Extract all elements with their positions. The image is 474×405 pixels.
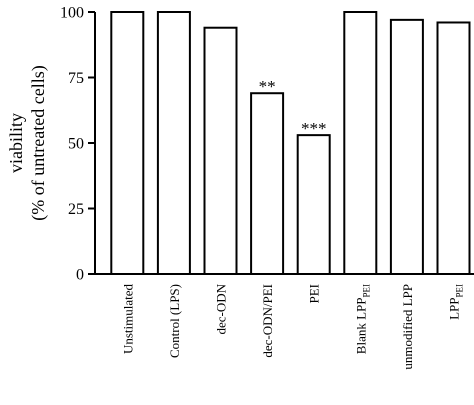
bar: [203, 26, 238, 275]
x-tick-label: Unstimulated: [120, 284, 135, 355]
x-tick-label: unmodified LPP: [400, 284, 415, 370]
bar: [296, 134, 331, 275]
x-tick-label: Blank LPPPEI: [353, 284, 371, 354]
y-axis-title: viability (% of untreated cells): [6, 65, 49, 220]
bar: [250, 92, 285, 275]
y-tick-label: 100: [60, 5, 84, 22]
bar: [389, 18, 424, 275]
bar: [156, 11, 191, 275]
x-tick-label: PEI: [307, 284, 322, 304]
significance-label: **: [259, 77, 276, 96]
y-axis: 0 25 50 75 100: [60, 5, 96, 284]
y-axis-label-units: (% of untreated cells): [28, 65, 49, 220]
y-tick-label: 25: [68, 201, 84, 218]
x-tick-label: dec-ODN/PEI: [260, 284, 275, 358]
x-axis-labels: Unstimulated Control (LPS) dec-ODN dec-ODN/…: [120, 283, 464, 369]
y-tick-label: 75: [68, 70, 84, 87]
y-axis-label: viability: [6, 113, 26, 173]
bar: [343, 11, 378, 275]
y-tick-label: 0: [76, 267, 84, 284]
significance-label: ***: [301, 119, 327, 138]
bar: [110, 11, 145, 275]
x-tick-label: Control (LPS): [167, 284, 182, 358]
x-tick-label: LPPPEI: [447, 284, 465, 320]
x-tick-label: dec-ODN: [214, 283, 229, 334]
y-tick-label: 50: [68, 136, 84, 153]
bar: [436, 21, 471, 276]
bars: *****: [110, 11, 471, 276]
